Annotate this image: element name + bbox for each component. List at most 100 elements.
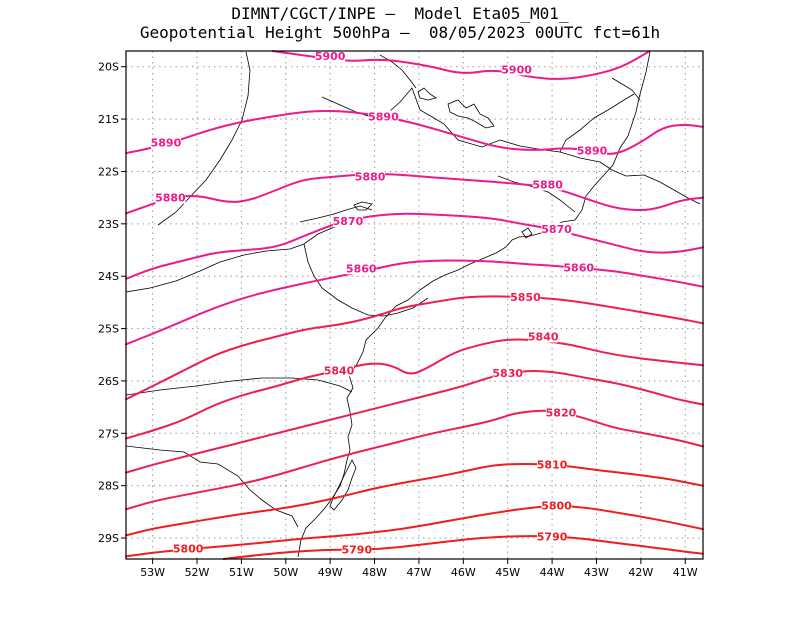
state-border-2 [303, 243, 429, 317]
y-tick-label: 20S [98, 61, 119, 74]
lake-small-2 [353, 201, 373, 211]
contour-label-5860: 5860 [563, 261, 594, 274]
y-tick-label: 26S [98, 375, 119, 388]
contour-label-bg [501, 63, 532, 76]
y-tick-label: 29S [98, 532, 119, 545]
y-tick-label: 27S [98, 427, 119, 440]
y-tick-label: 22S [98, 165, 119, 178]
contour-label-5880: 5880 [355, 171, 386, 184]
contour-label-5900: 5900 [501, 63, 532, 76]
contour-label-bg [492, 367, 523, 380]
contour-lines [125, 50, 704, 560]
x-tick-label: 47W [407, 566, 432, 579]
state-border-7 [559, 93, 635, 153]
contour-label-5880: 5880 [155, 192, 186, 205]
contour-5870 [125, 212, 704, 280]
title-line-2: Geopotential Height 500hPa – 08/05/2023 … [139, 23, 661, 42]
contour-5810 [125, 462, 704, 537]
contour-label-bg [537, 530, 568, 543]
x-axis: 53W 52W 51W 50W 49W 48W 47W 46W 45W 44W 43W 42W 41W [140, 559, 698, 579]
lagoa-dos-patos [329, 459, 357, 511]
contour-5890 [125, 109, 704, 155]
contour-label-bg [332, 215, 363, 228]
contour-label-5860: 5860 [346, 262, 377, 275]
lake-small-1 [417, 87, 437, 101]
x-tick-label: 41W [673, 566, 698, 579]
x-tick-label: 52W [185, 566, 210, 579]
plot-frame [125, 50, 704, 560]
state-border-5 [157, 51, 251, 226]
contour-label-bg [532, 178, 563, 191]
contour-label-bg [510, 291, 541, 304]
contour-label-5850: 5850 [510, 291, 541, 304]
state-border-1 [125, 221, 351, 293]
contour-label-5830: 5830 [492, 367, 523, 380]
contour-labels: 5900 5900 5890 5890 5890 5880 5880 5880 5870 5870… [150, 50, 608, 557]
contour-label-5890: 5890 [368, 110, 399, 123]
x-tick-label: 45W [495, 566, 520, 579]
contour-5800 [125, 505, 704, 558]
contour-label-5820: 5820 [546, 406, 577, 419]
contour-5840 [125, 338, 704, 440]
contour-5860 [125, 259, 704, 346]
contour-label-5800: 5800 [541, 500, 572, 513]
border-mid-east [599, 161, 645, 177]
contour-label-bg [155, 191, 186, 204]
contour-5850 [125, 295, 704, 401]
contour-label-5890: 5890 [151, 137, 182, 150]
y-tick-label: 21S [98, 113, 119, 126]
contour-label-5790: 5790 [537, 530, 568, 543]
contour-label-bg [541, 499, 572, 512]
contour-label-bg [541, 223, 572, 236]
x-tick-label: 46W [451, 566, 476, 579]
contour-label-5880: 5880 [532, 179, 563, 192]
contour-label-5790: 5790 [341, 544, 372, 557]
contour-5790 [222, 535, 704, 560]
contour-label-bg [173, 542, 204, 555]
contour-label-bg [324, 364, 355, 377]
contour-label-5900: 5900 [315, 50, 346, 63]
contour-label-bg [341, 543, 372, 556]
contour-label-bg [537, 458, 568, 471]
island-ilha-bela [521, 227, 533, 239]
contour-label-bg [315, 50, 346, 63]
y-tick-label: 23S [98, 218, 119, 231]
contour-label-5890: 5890 [577, 145, 608, 158]
contour-label-5840: 5840 [324, 364, 355, 377]
x-tick-label: 51W [229, 566, 254, 579]
contour-label-bg [368, 110, 399, 123]
contour-5820 [125, 409, 704, 511]
contour-label-5810: 5810 [537, 459, 568, 472]
y-tick-label: 25S [98, 323, 119, 336]
contour-label-bg [545, 406, 576, 419]
contour-label-5840: 5840 [528, 330, 559, 343]
contour-label-5870: 5870 [333, 215, 364, 228]
x-tick-label: 53W [140, 566, 165, 579]
contour-label-5800: 5800 [173, 543, 204, 556]
contour-label-bg [346, 262, 377, 275]
x-tick-label: 42W [628, 566, 653, 579]
title-line-1: DIMNT/CGCT/INPE – Model Eta05_M01_ [231, 4, 569, 23]
chart-title: DIMNT/CGCT/INPE – Model Eta05_M01_ Geopo… [0, 4, 800, 42]
contour-label-bg [563, 261, 594, 274]
lake-furnas [447, 99, 495, 129]
border-north-east [611, 77, 641, 101]
state-border-4 [125, 445, 299, 528]
x-tick-label: 43W [584, 566, 609, 579]
state-border-9 [643, 174, 701, 205]
x-tick-label: 44W [540, 566, 565, 579]
contour-label-bg [355, 170, 386, 183]
state-border-6 [321, 87, 601, 163]
y-tick-label: 24S [98, 270, 119, 283]
y-tick-label: 28S [98, 480, 119, 493]
contour-label-5870: 5870 [541, 223, 572, 236]
y-axis: 20S 21S 22S 23S 24S 25S 26S 27S 28S 29S [98, 61, 126, 545]
contour-label-bg [150, 136, 181, 149]
contour-label-bg [528, 330, 559, 343]
river-paranapanema [299, 205, 373, 223]
state-border-3 [125, 377, 353, 396]
x-tick-label: 49W [318, 566, 343, 579]
contour-5830 [125, 370, 704, 474]
contour-label-bg [577, 144, 608, 157]
